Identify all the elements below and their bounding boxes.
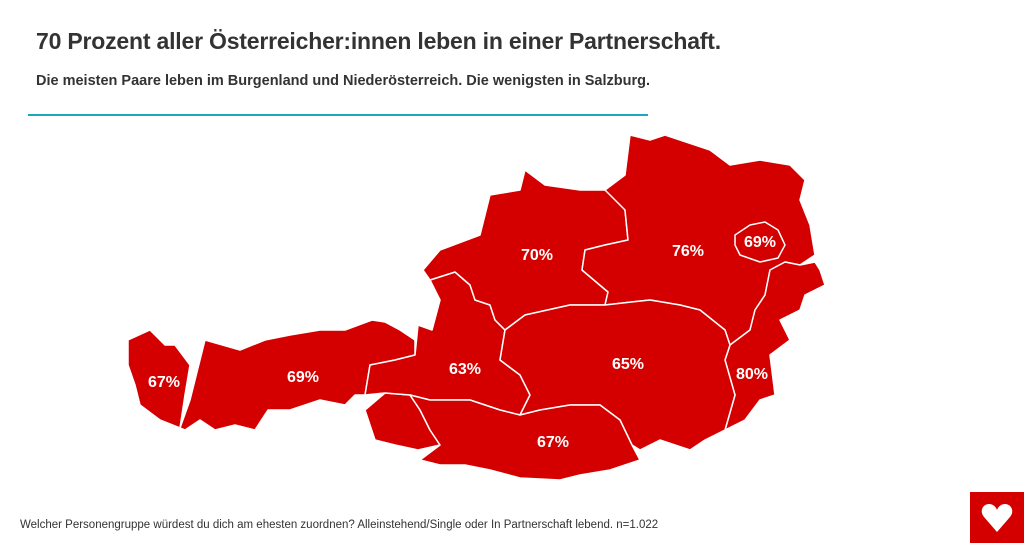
brand-logo: [970, 492, 1024, 543]
region-carinthia: 67%: [409, 394, 641, 481]
region-label: 70%: [521, 247, 553, 264]
region-label: 65%: [612, 356, 644, 373]
region-lower-austria: 76%: [581, 134, 816, 346]
region-styria: 65%: [499, 299, 736, 451]
chart-subtitle: Die meisten Paare leben im Burgenland un…: [36, 73, 650, 89]
region-label: 63%: [449, 361, 481, 378]
region-burgenland: 80%: [724, 261, 826, 431]
region-vorarlberg: 67%: [127, 329, 191, 429]
chart-title: 70 Prozent aller Österreicher:innen lebe…: [36, 28, 721, 54]
region-label: 67%: [537, 434, 569, 451]
region-label: 67%: [148, 374, 180, 391]
region-label: 80%: [736, 366, 768, 383]
survey-footnote: Welcher Personengruppe würdest du dich a…: [20, 519, 659, 531]
heart-icon: [981, 503, 1013, 532]
region-vienna: 69%: [734, 221, 786, 263]
region-label: 76%: [672, 243, 704, 260]
region-label: 69%: [287, 369, 319, 386]
title-divider: [28, 114, 648, 116]
region-label: 69%: [744, 234, 776, 251]
